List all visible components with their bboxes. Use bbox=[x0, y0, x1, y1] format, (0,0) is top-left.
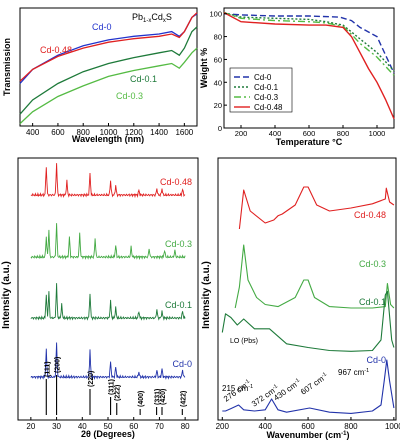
tga-xtick-label: 1000 bbox=[369, 129, 386, 138]
tga-xlabel: Temperature °C bbox=[276, 137, 343, 147]
transmission-xtick-label: 1200 bbox=[125, 128, 143, 137]
transmission-xtick-label: 1400 bbox=[150, 128, 168, 137]
xrd-xtick-label: 30 bbox=[52, 422, 61, 431]
tga-legend-label-cd-0-48: Cd-0.48 bbox=[254, 103, 283, 112]
xrd-label-cd-0-1: Cd-0.1 bbox=[165, 300, 192, 310]
raman-line-cd-0 bbox=[222, 359, 395, 414]
xrd-reference-label: (331) bbox=[155, 389, 162, 405]
xrd-chart: Cd-0.48 Cd-0.3 Cd-0.1 Cd-0 (111) (200) (220) (… bbox=[1, 157, 199, 439]
xrd-reference-label: (400) bbox=[138, 391, 145, 407]
xrd-ylabel: Intensity (a.u.) bbox=[1, 261, 12, 329]
tga-ytick-label: 60 bbox=[214, 55, 222, 64]
transmission-xtick-label: 800 bbox=[77, 128, 91, 137]
transmission-xlabel: Wavelength (nm) bbox=[72, 134, 144, 144]
transmission-title: Pb1-xCdxS bbox=[132, 12, 172, 24]
transmission-line-cd-0-48 bbox=[19, 12, 198, 82]
transmission-xtick-label: 400 bbox=[26, 128, 40, 137]
raman-xtick-label: 800 bbox=[344, 422, 358, 431]
raman-annotation: 430 cm-1 bbox=[272, 377, 303, 402]
tga-ytick-label: 40 bbox=[214, 78, 222, 87]
xrd-label-cd-0-48: Cd-0.48 bbox=[160, 177, 192, 187]
transmission-xtick-label: 1000 bbox=[100, 128, 118, 137]
xrd-line-cd-0-1 bbox=[30, 283, 186, 321]
xrd-line-cd-0-3 bbox=[30, 223, 186, 261]
raman-label-cd-0: Cd-0 bbox=[366, 355, 386, 365]
transmission-label-cd048: Cd-0.48 bbox=[40, 45, 72, 55]
raman-plot-frame bbox=[217, 157, 397, 421]
tga-ytick-label: 100 bbox=[209, 10, 222, 19]
xrd-line-cd-0 bbox=[30, 342, 186, 381]
transmission-line-cd-0-1 bbox=[19, 26, 198, 115]
transmission-ylabel: Transmission bbox=[2, 38, 12, 96]
tga-legend-box bbox=[229, 67, 293, 113]
transmission-label-cd03: Cd-0.3 bbox=[116, 91, 143, 101]
xrd-label-cd-0-3: Cd-0.3 bbox=[165, 239, 192, 249]
raman-xtick-label: 200 bbox=[216, 422, 230, 431]
tga-ytick-label: 0 bbox=[218, 124, 222, 133]
tga-ylabel: Weight % bbox=[200, 48, 209, 88]
raman-xtick-label: 600 bbox=[301, 422, 315, 431]
tga-ytick-label: 20 bbox=[214, 101, 222, 110]
xrd-xtick-label: 40 bbox=[78, 422, 87, 431]
tga-legend-label-cd-0: Cd-0 bbox=[254, 73, 272, 82]
tga-xtick-label: 200 bbox=[235, 129, 248, 138]
raman-annotation: 967 cm-1 bbox=[338, 368, 369, 377]
tga-ytick-label: 80 bbox=[214, 33, 222, 42]
raman-xtick-label: 400 bbox=[259, 422, 273, 431]
transmission-xtick-label: 600 bbox=[51, 128, 65, 137]
xrd-xtick-label: 80 bbox=[181, 422, 190, 431]
transmission-xtick-label: 1600 bbox=[175, 128, 193, 137]
xrd-xtick-label: 70 bbox=[155, 422, 164, 431]
raman-label-cd-0-3: Cd-0.3 bbox=[359, 259, 386, 269]
xrd-reference-label: (222) bbox=[115, 385, 122, 401]
xrd-xlabel: 2θ (Degrees) bbox=[81, 429, 135, 439]
raman-annotation: 215 cm-1 bbox=[222, 384, 253, 393]
raman-line-cd-0-1 bbox=[221, 290, 395, 352]
xrd-reference-label: (422) bbox=[180, 391, 187, 407]
xrd-line-cd-0-48 bbox=[30, 163, 186, 199]
tga-xtick-label: 400 bbox=[269, 129, 282, 138]
raman-ylabel: Intensity (a.u.) bbox=[201, 261, 212, 329]
xrd-xtick-label: 60 bbox=[129, 422, 138, 431]
tga-xtick-label: 800 bbox=[337, 129, 350, 138]
tga-xtick-label: 600 bbox=[303, 129, 316, 138]
raman-line-cd-0-48 bbox=[238, 186, 395, 230]
transmission-label-cd0: Cd-0 bbox=[92, 22, 112, 32]
tga-line-cd-0-3 bbox=[223, 11, 395, 76]
raman-chart: Cd-0.48 Cd-0.3 Cd-0.1 Cd-0 200 400 600 800 1000… bbox=[201, 157, 400, 440]
raman-annotation: 607 cm-1 bbox=[299, 371, 330, 396]
tga-legend: Cd-0Cd-0.1Cd-0.3Cd-0.48 bbox=[229, 67, 293, 113]
xrd-reference-label: (220) bbox=[88, 371, 95, 387]
tga-legend-label-cd-0-3: Cd-0.3 bbox=[254, 93, 279, 102]
tga-line-cd-0 bbox=[223, 13, 395, 74]
raman-label-cd-0-1: Cd-0.1 bbox=[359, 297, 386, 307]
raman-label-cd-0-48: Cd-0.48 bbox=[354, 210, 386, 220]
xrd-reference-label: (420) bbox=[160, 389, 167, 405]
raman-xlabel: Wavenumber (cm-1) bbox=[266, 430, 349, 440]
raman-annotation-lo: LO (Pbs) bbox=[230, 338, 258, 345]
transmission-label-cd01: Cd-0.1 bbox=[130, 74, 157, 84]
xrd-label-cd-0: Cd-0 bbox=[172, 359, 192, 369]
tga-line-cd-0-48 bbox=[223, 11, 395, 120]
tga-legend-label-cd-0-1: Cd-0.1 bbox=[254, 83, 279, 92]
raman-line-cd-0-3 bbox=[234, 244, 395, 309]
raman-xtick-label: 1000 bbox=[385, 422, 400, 431]
xrd-xtick-label: 50 bbox=[104, 422, 113, 431]
xrd-reference-label: (311) bbox=[109, 379, 116, 395]
transmission-line-cd-0-3 bbox=[19, 47, 198, 125]
xrd-xtick-label: 20 bbox=[26, 422, 35, 431]
transmission-chart: 400 600 800 1000 1200 1400 1600 Pb1-xCdxS Cd-0… bbox=[2, 7, 198, 144]
tga-line-cd-0-1 bbox=[223, 11, 395, 72]
xrd-reference-label: (200) bbox=[55, 357, 62, 373]
xrd-reference-label: (111) bbox=[44, 361, 51, 377]
